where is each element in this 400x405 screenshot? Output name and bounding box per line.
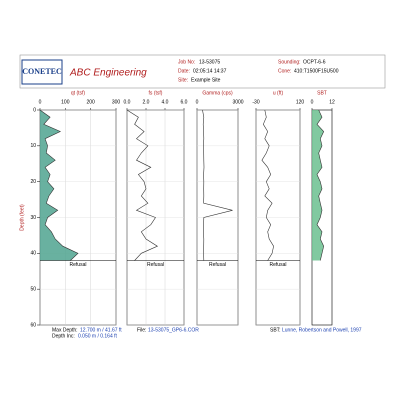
profile-line [316,109,325,261]
company: ABC Engineering [69,68,147,79]
profile-line [261,109,274,261]
x-tick-label: -30 [252,99,259,105]
panel-title: Gamma (cps) [202,90,233,96]
y-tick-label: 60 [30,322,36,328]
file: 13-53075_GP6-6.COR [148,327,199,333]
panel-title: qt (tsf) [71,90,86,96]
max-depth: 12.700 m / 41.67 ft [80,327,122,333]
cone-label: Cone: [278,68,291,74]
header-box [19,54,386,89]
profile-line [39,109,79,261]
x-tick-label: 6.0 [181,99,188,105]
depth-inc: 0.050 m / 0.164 ft [78,333,118,339]
profile-line [126,109,159,261]
date-label: Date: [178,68,190,74]
refusal-label: Refusal [270,262,287,268]
profile-line [202,109,233,261]
x-tick-label: 0 [311,99,314,105]
y-tick-label: 40 [30,251,36,257]
job: 13-53075 [199,59,220,65]
panel-title: u (ft) [273,90,284,96]
logo: CONETEC [22,67,62,76]
refusal-label: Refusal [70,262,87,268]
refusal-label: Refusal [147,262,164,268]
depth-inc-label: Depth Inc: [52,333,75,339]
y-tick-label: 20 [30,179,36,185]
profile-fill [312,110,324,261]
site-label: Site: [178,77,188,83]
sbt-ref: Lunne, Robertson and Powell, 1997 [282,327,362,333]
refusal-label: Refusal [209,262,226,268]
x-tick-label: 200 [86,99,95,105]
x-tick-label: 120 [296,99,305,105]
max-depth-label: Max Depth: [52,327,78,333]
x-tick-label: 300 [112,99,121,105]
panel-title: fs (tsf) [149,90,163,96]
x-tick-label: 4.0 [162,99,169,105]
x-tick-label: 2.0 [143,99,150,105]
x-tick-label: 12 [329,99,335,105]
x-tick-label: 0.0 [124,99,131,105]
date: 02:05:14 14:37 [193,68,227,74]
x-tick-label: 0 [39,99,42,105]
x-tick-label: 100 [61,99,70,105]
file-label: File: [137,327,146,333]
logo-box [21,59,63,85]
site: Example Site [191,77,221,83]
job-label: Job No: [178,59,195,65]
x-tick-label: 0 [196,99,199,105]
profile-fill [40,110,78,261]
y-tick-label: 10 [30,143,36,149]
sounding-label: Sounding: [278,59,301,65]
sounding: OCPT-6-6 [303,59,326,65]
y-tick-label: 30 [30,215,36,221]
y-tick-label: 50 [30,286,36,292]
x-tick-label: 3000 [232,99,243,105]
panel-title: SBT [317,90,327,96]
y-tick-label: 0 [33,107,36,113]
y-axis-label: Depth (feet) [19,204,25,231]
cone: 410:T1500F15U500 [294,68,339,74]
sbt-label: SBT: [270,327,281,333]
